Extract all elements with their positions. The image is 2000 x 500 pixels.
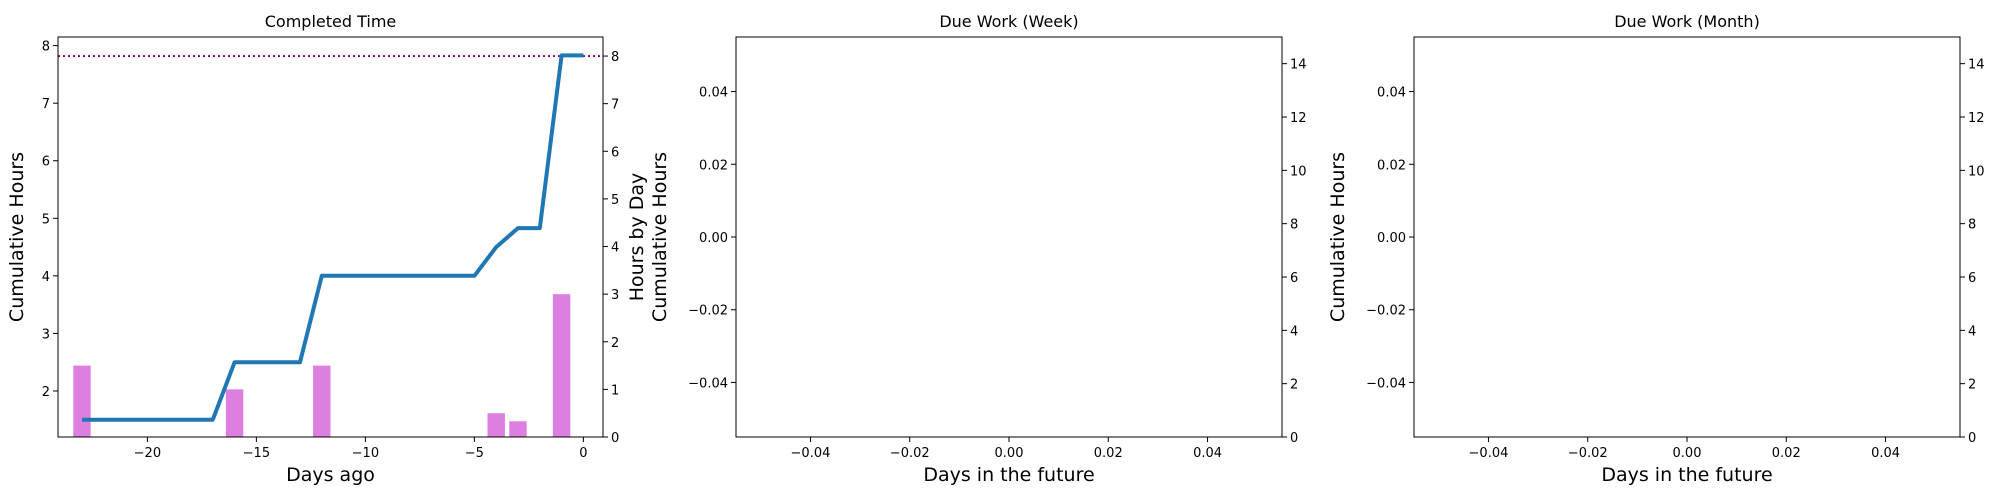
y-axis-label: Cumulative Hours bbox=[1327, 152, 1349, 322]
y-tick-label: −0.02 bbox=[688, 304, 728, 319]
y-tick-label: 6 bbox=[42, 155, 50, 170]
chart-due-work-month: −0.04 −0.02 0.00 0.02 0.04 −0.04 −0.02 0.00 0.02… bbox=[1327, 12, 1985, 486]
y-tick-label: 3 bbox=[42, 327, 50, 342]
y-tick-label: 2 bbox=[42, 385, 50, 400]
y-right-tick-label: 2 bbox=[611, 336, 619, 351]
y-right-tick-label: 0 bbox=[1290, 431, 1298, 446]
y-tick-label: 7 bbox=[42, 97, 50, 112]
y-right-tick-label: 4 bbox=[1968, 324, 1976, 339]
y-axis-label: Cumulative Hours bbox=[649, 152, 671, 322]
plot-frame bbox=[735, 36, 1283, 438]
y-tick-label: 5 bbox=[42, 212, 50, 227]
y-tick-label: −0.02 bbox=[1366, 304, 1406, 319]
x-tick-label: −20 bbox=[134, 446, 161, 461]
bar-day bbox=[225, 389, 244, 437]
chart-title: Completed Time bbox=[265, 12, 397, 31]
y-tick-label: 4 bbox=[42, 270, 50, 285]
chart-title: Due Work (Week) bbox=[939, 12, 1078, 31]
y-tick-label: −0.04 bbox=[1366, 376, 1406, 391]
y-right-tick-label: 12 bbox=[1290, 111, 1307, 126]
y-right-tick-label: 8 bbox=[1290, 218, 1298, 233]
y-tick-label: 8 bbox=[42, 40, 50, 55]
bar-day bbox=[509, 421, 527, 437]
x-tick-label: 0.04 bbox=[1193, 446, 1222, 461]
x-tick-label: −0.02 bbox=[890, 446, 930, 461]
chart-due-work-week: −0.04 −0.02 0.00 0.02 0.04 −0.04 −0.02 0.00 0.02… bbox=[649, 12, 1307, 486]
x-tick-label: −0.04 bbox=[1469, 446, 1509, 461]
x-tick-label: −5 bbox=[465, 446, 484, 461]
bar-day bbox=[552, 294, 571, 437]
x-tick-label: 0.02 bbox=[1094, 446, 1123, 461]
cumulative-line bbox=[82, 53, 584, 422]
x-tick-label: −0.02 bbox=[1568, 446, 1608, 461]
y-right-tick-label: 0 bbox=[1968, 431, 1976, 446]
y-tick-label: 0.02 bbox=[1377, 158, 1406, 173]
y-tick-label: 0.04 bbox=[699, 86, 728, 101]
x-axis-label: Days ago bbox=[286, 464, 375, 486]
x-axis-label: Days in the future bbox=[923, 464, 1094, 486]
y-tick-label: 0.00 bbox=[1377, 231, 1406, 246]
y-axis-label: Cumulative Hours bbox=[6, 152, 28, 322]
chart-completed-time: −20 −15 −10 −5 0 2 3 4 5 6 7 8 0 1 2 3 4 5 6 7 8 Completed Ti… bbox=[6, 12, 648, 486]
y-right-tick-label: 7 bbox=[611, 98, 619, 113]
y-tick-label: 0.00 bbox=[699, 231, 728, 246]
plot-frame bbox=[1413, 36, 1961, 438]
y-tick-label: −0.04 bbox=[688, 376, 728, 391]
x-tick-label: 0.00 bbox=[995, 446, 1024, 461]
y-right-tick-label: 2 bbox=[1290, 378, 1298, 393]
y-right-tick-label: 0 bbox=[611, 431, 619, 446]
y-right-tick-label: 10 bbox=[1968, 164, 1985, 179]
x-tick-label: 0.02 bbox=[1772, 446, 1801, 461]
y-tick-label: 0.02 bbox=[699, 158, 728, 173]
plot-frame bbox=[57, 36, 604, 438]
x-tick-label: 0.04 bbox=[1871, 446, 1900, 461]
y-right-tick-label: 6 bbox=[1968, 271, 1976, 286]
y-right-axis-label: Hours by Day bbox=[626, 173, 648, 302]
x-tick-label: 0 bbox=[579, 446, 587, 461]
y-right-tick-label: 12 bbox=[1968, 111, 1985, 126]
x-tick-label: −0.04 bbox=[791, 446, 831, 461]
chart-title: Due Work (Month) bbox=[1614, 12, 1760, 31]
bar-day bbox=[73, 365, 91, 437]
y-right-tick-label: 4 bbox=[611, 241, 619, 256]
y-right-tick-label: 4 bbox=[1290, 324, 1298, 339]
x-tick-label: −10 bbox=[352, 446, 379, 461]
y-right-tick-label: 8 bbox=[611, 50, 619, 65]
y-tick-label: 0.04 bbox=[1377, 86, 1406, 101]
y-right-tick-label: 1 bbox=[611, 383, 619, 398]
y-right-tick-label: 10 bbox=[1290, 164, 1307, 179]
y-right-tick-label: 6 bbox=[1290, 271, 1298, 286]
x-axis-label: Days in the future bbox=[1601, 464, 1772, 486]
x-tick-label: −15 bbox=[243, 446, 270, 461]
y-right-tick-label: 3 bbox=[611, 288, 619, 303]
y-right-tick-label: 5 bbox=[611, 193, 619, 208]
x-tick-label: 0.00 bbox=[1673, 446, 1702, 461]
y-right-tick-label: 6 bbox=[611, 145, 619, 160]
bar-day bbox=[313, 365, 331, 437]
bar-day bbox=[487, 413, 505, 437]
y-right-tick-label: 8 bbox=[1968, 218, 1976, 233]
y-right-tick-label: 14 bbox=[1968, 58, 1985, 73]
y-right-tick-label: 2 bbox=[1968, 378, 1976, 393]
y-right-tick-label: 14 bbox=[1290, 58, 1307, 73]
